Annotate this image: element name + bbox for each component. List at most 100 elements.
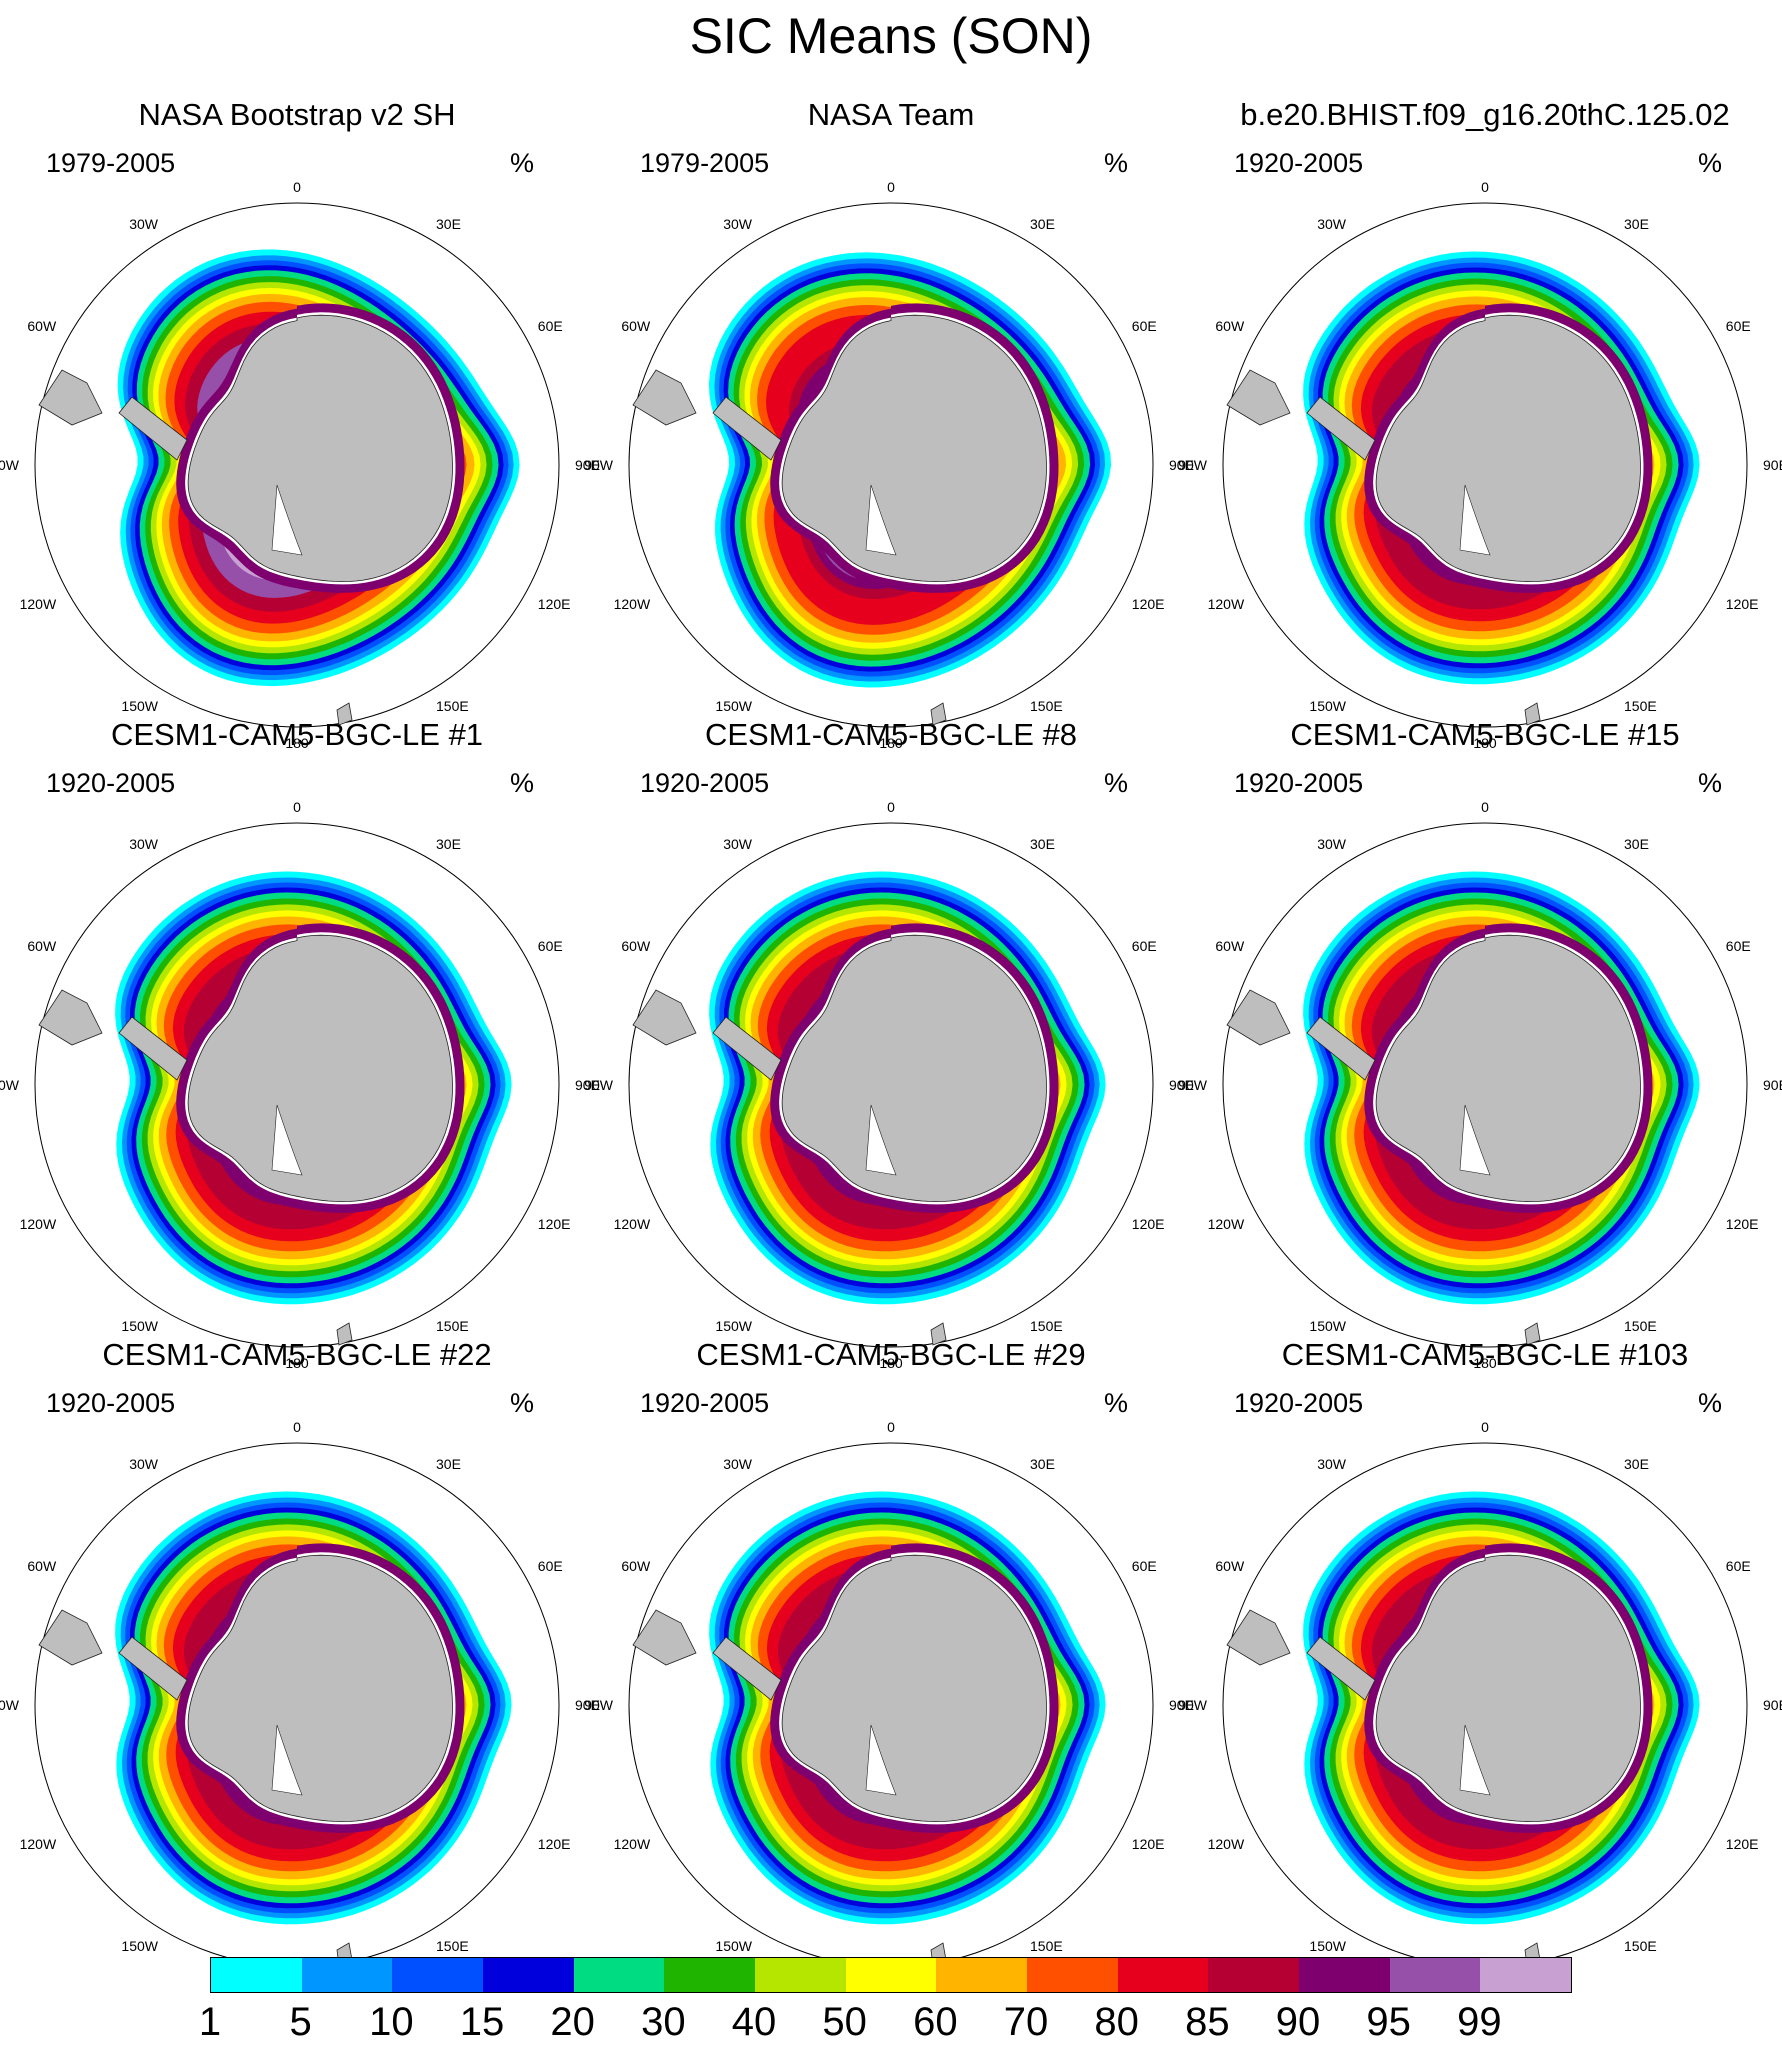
lon-label: 120W: [614, 596, 651, 612]
antarctic-peninsula: [118, 1636, 188, 1701]
panel-title: NASA Team: [807, 97, 975, 132]
lon-label: 30W: [1317, 836, 1347, 852]
lon-label: 0: [1481, 179, 1489, 195]
lon-label: 150E: [1624, 1938, 1657, 1954]
lon-label: 60E: [538, 1558, 563, 1574]
south-america-landmass: [632, 369, 697, 426]
colorbar-box: [1208, 1958, 1300, 1992]
new-zealand-landmass: [930, 1322, 947, 1346]
antarctica-landmass: [187, 1554, 453, 1823]
map-panel: NASA Bootstrap v2 SH 0 30E 60E 90E 120E 150E 18…: [0, 95, 600, 751]
lon-label: 90E: [1763, 1697, 1782, 1713]
colorbar-box: [1299, 1958, 1390, 1992]
lon-label: 150W: [121, 1318, 158, 1334]
unit-label: %: [1698, 148, 1723, 178]
lon-label: 90W: [584, 1697, 614, 1713]
lon-label: 90W: [584, 457, 614, 473]
new-zealand-landmass: [336, 1322, 353, 1346]
lon-label: 120E: [1726, 596, 1759, 612]
lon-label: 30W: [129, 216, 159, 232]
lon-label: 30W: [1317, 1456, 1347, 1472]
colorbar-box: [573, 1958, 665, 1992]
lon-label: 90E: [1763, 1077, 1782, 1093]
lon-label: 120E: [1132, 1216, 1165, 1232]
colorbar-box: [1480, 1958, 1572, 1992]
colorbar-box: [936, 1958, 1028, 1992]
lon-label: 150W: [121, 698, 158, 714]
unit-label: %: [1698, 768, 1723, 798]
lon-label: 60W: [621, 938, 651, 954]
colorbar-box: [1027, 1958, 1118, 1992]
unit-label: %: [1698, 1388, 1723, 1418]
lon-label: 90E: [575, 457, 600, 473]
new-zealand-landmass: [930, 702, 947, 726]
south-america-landmass: [632, 1609, 697, 1666]
polar-stereo-map: 0 30E 60E 90E 120E 150E 180 150W 120W 90W 60W 30W: [1178, 799, 1782, 1371]
panel-title: CESM1-CAM5-BGC-LE #103: [1281, 1337, 1689, 1372]
unit-label: %: [510, 1388, 535, 1418]
lon-label: 60W: [1215, 938, 1245, 954]
antarctica-landmass: [1375, 1554, 1641, 1823]
lon-label: 120W: [20, 596, 57, 612]
lon-label: 90W: [0, 1077, 20, 1093]
polar-stereo-map: 0 30E 60E 90E 120E 150E 180 150W 120W 90W 60W 30W: [1178, 179, 1782, 751]
period-label: 1920-2005: [640, 768, 770, 798]
colorbar-box: [755, 1958, 846, 1992]
lon-label: 90W: [584, 1077, 614, 1093]
lon-label: 120E: [538, 596, 571, 612]
colorbar-tick-label: 80: [1094, 2000, 1139, 2044]
lon-label: 120W: [1208, 1216, 1245, 1232]
lon-label: 60W: [621, 318, 651, 334]
polar-stereo-map: 0 30E 60E 90E 120E 150E 180 150W 120W 90W 60W 30W: [0, 179, 600, 751]
lon-label: 90E: [575, 1077, 600, 1093]
south-america-landmass: [38, 989, 103, 1046]
lon-label: 150E: [1624, 698, 1657, 714]
lon-label: 0: [293, 799, 301, 815]
lon-label: 120E: [538, 1216, 571, 1232]
colorbar-box: [211, 1958, 302, 1992]
polar-stereo-map: 0 30E 60E 90E 120E 150E 180 150W 120W 90W 60W 30W: [0, 799, 600, 1371]
lon-label: 90E: [1763, 457, 1782, 473]
lon-label: 90W: [1178, 1077, 1208, 1093]
lon-label: 30E: [1030, 1456, 1055, 1472]
lon-label: 30E: [1030, 836, 1055, 852]
map-panel: NASA Team 0 30E 60E 90E 120E 150E 180 150W 120W 90…: [584, 95, 1194, 751]
colorbar-tick-label: 60: [913, 2000, 958, 2044]
map-panel: CESM1-CAM5-BGC-LE #8 0 30E 60E 90E 120E 150E 18…: [584, 715, 1194, 1371]
lon-label: 120W: [1208, 596, 1245, 612]
new-zealand-landmass: [1524, 702, 1541, 726]
colorbar-box: [664, 1958, 756, 1992]
lon-label: 150W: [715, 698, 752, 714]
lon-label: 120W: [20, 1836, 57, 1852]
lon-label: 150E: [1030, 698, 1063, 714]
map-panel: CESM1-CAM5-BGC-LE #103 0 30E 60E 90E 120E 150E…: [1178, 1335, 1782, 1991]
antarctic-peninsula: [1306, 1636, 1376, 1701]
antarctic-peninsula: [118, 1016, 188, 1081]
lon-label: 60E: [1132, 1558, 1157, 1574]
colorbar-tick-label: 10: [369, 2000, 414, 2044]
colorbar: [210, 1957, 1572, 1993]
lon-label: 150E: [1030, 1938, 1063, 1954]
lon-label: 0: [1481, 1419, 1489, 1435]
unit-label: %: [1104, 148, 1129, 178]
lon-label: 60W: [1215, 1558, 1245, 1574]
colorbar-tick-label: 85: [1185, 2000, 1230, 2044]
new-zealand-landmass: [1524, 1322, 1541, 1346]
colorbar-tick-label: 15: [459, 2000, 505, 2044]
unit-label: %: [1104, 1388, 1129, 1418]
period-label: 1920-2005: [46, 768, 176, 798]
lon-label: 30E: [1624, 216, 1649, 232]
lon-label: 60E: [1132, 318, 1157, 334]
lon-label: 180: [285, 735, 309, 751]
antarctica-landmass: [187, 314, 453, 583]
colorbar-tick-label: 70: [1003, 2000, 1049, 2044]
antarctic-peninsula: [712, 396, 782, 461]
lon-label: 60E: [1726, 1558, 1751, 1574]
lon-label: 0: [293, 1419, 301, 1435]
lon-label: 150E: [436, 698, 469, 714]
antarctica-landmass: [781, 934, 1047, 1203]
unit-label: %: [510, 148, 535, 178]
antarctic-peninsula: [118, 396, 188, 461]
lon-label: 60E: [538, 938, 563, 954]
lon-label: 150E: [436, 1938, 469, 1954]
